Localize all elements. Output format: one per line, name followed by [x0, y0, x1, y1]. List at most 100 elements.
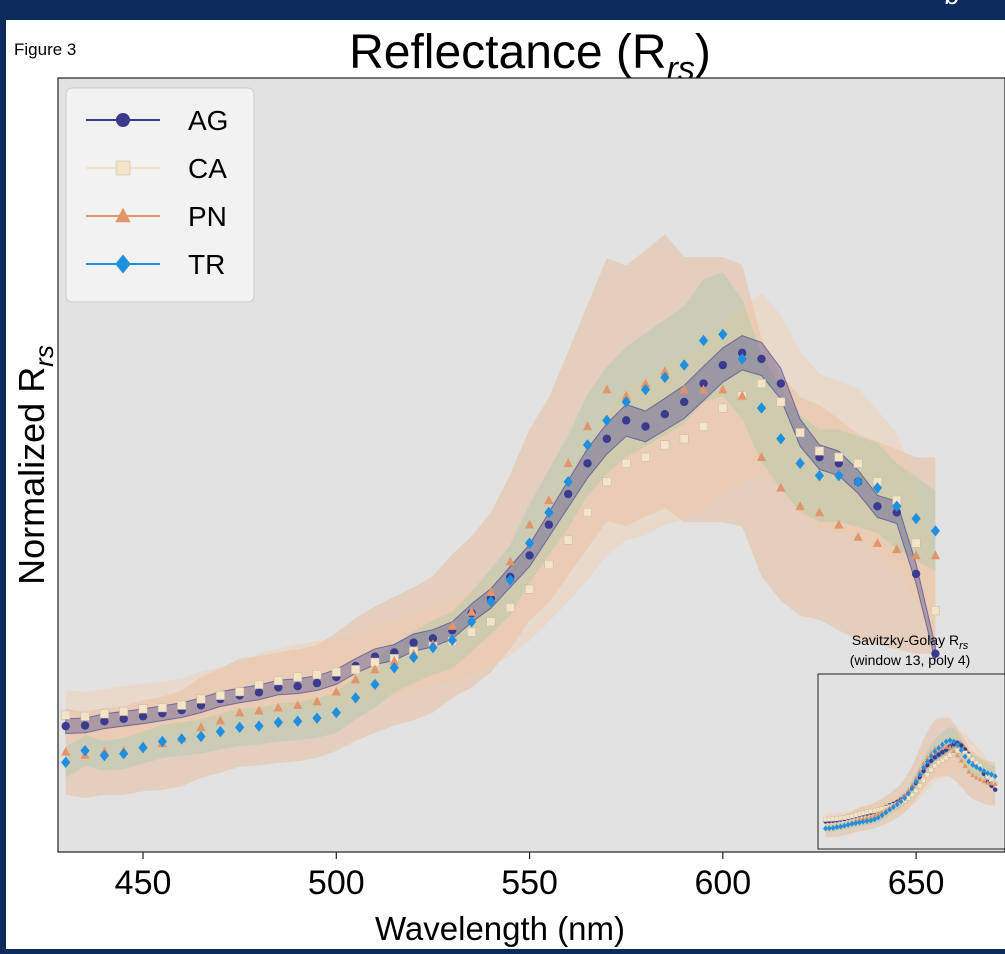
point-tr: [660, 371, 670, 384]
inset-point-pn: [970, 772, 976, 778]
legend: AG CA PN TR: [65, 87, 255, 303]
point-tr: [756, 402, 767, 414]
inset-point-ca: [970, 756, 976, 762]
legend-marker-tr: [115, 254, 131, 274]
point-pn: [660, 366, 670, 376]
point-ca: [196, 694, 206, 704]
point-pn: [389, 655, 399, 665]
inset-point-pn: [913, 775, 919, 781]
inset-point-pn: [989, 780, 994, 786]
inset-point-tr: [947, 737, 953, 744]
point-ca: [699, 422, 708, 431]
inset-point-tr: [838, 823, 844, 830]
legend-box: [65, 87, 255, 303]
point-ag: [100, 717, 109, 726]
point-tr: [119, 748, 129, 760]
point-pn: [795, 501, 805, 511]
point-pn: [602, 384, 612, 394]
point-ag: [776, 379, 786, 388]
point-tr: [602, 414, 612, 427]
inset-point-tr: [857, 819, 862, 826]
inset-point-tr: [940, 741, 945, 748]
point-ca: [177, 700, 187, 710]
point-pn: [215, 715, 225, 725]
point-pn: [312, 696, 322, 706]
inset-point-pn: [951, 748, 957, 754]
point-tr: [428, 641, 438, 654]
inset-point-ag: [940, 749, 945, 755]
point-tr: [351, 692, 361, 704]
point-ag: [873, 502, 882, 511]
point-ca: [930, 606, 940, 616]
inset-point-ag: [936, 752, 941, 757]
x-tick-label: 500: [308, 864, 365, 902]
inset-point-tr: [936, 745, 942, 752]
inset-point-ca: [947, 752, 953, 758]
point-ag: [312, 678, 322, 688]
inset-point-ca: [932, 763, 938, 769]
point-tr: [621, 396, 631, 408]
point-pn: [466, 606, 477, 616]
x-axis-label: Wavelength (nm): [375, 910, 625, 947]
point-ca: [273, 676, 283, 686]
x-tick-label: 600: [694, 864, 751, 902]
point-tr: [679, 359, 689, 371]
data-points: [61, 328, 941, 769]
point-pn: [235, 707, 245, 717]
point-ca: [679, 434, 689, 444]
x-axis: 450 500 550 600 650: [115, 852, 944, 902]
point-tr: [389, 662, 399, 674]
point-tr: [466, 616, 477, 628]
inset-point-tr: [924, 758, 930, 765]
point-ca: [235, 687, 245, 697]
point-ca: [157, 703, 167, 713]
point-ca: [621, 458, 631, 468]
point-tr: [892, 500, 902, 512]
point-ag: [602, 434, 612, 443]
point-ca: [525, 584, 535, 594]
inset-point-tr: [973, 764, 979, 770]
point-ca: [660, 440, 670, 450]
inset-point-tr: [902, 795, 908, 802]
point-tr: [814, 469, 825, 482]
point-ca: [718, 403, 728, 413]
point-pn: [640, 378, 651, 388]
inset-title-line1: Savitzky-Golay Rrs: [852, 632, 969, 652]
legend-label: PN: [188, 201, 227, 232]
point-tr: [795, 457, 805, 470]
inset-point-pn: [857, 816, 862, 822]
point-tr: [99, 749, 110, 762]
point-tr: [177, 733, 187, 745]
inset-point-ca: [921, 777, 927, 783]
inset-point-pn: [955, 752, 960, 758]
point-pn: [61, 746, 71, 756]
point-ca: [563, 535, 573, 545]
inset-point-tr: [890, 804, 896, 811]
inset-point-tr: [875, 814, 881, 821]
inset-point-pn: [958, 757, 964, 763]
inset-point-pn: [977, 776, 983, 782]
inset-point-pn: [962, 763, 968, 768]
point-pn: [582, 421, 593, 431]
legend-entry-pn: PN: [86, 201, 227, 232]
point-ca: [486, 617, 496, 627]
inset-point-tr: [943, 738, 949, 745]
inset-title-line2: (window 13, poly 4): [850, 652, 971, 668]
inset-point-ag: [928, 758, 934, 764]
point-ag: [737, 348, 747, 358]
point-ag: [583, 459, 592, 468]
inset-point-tr: [830, 824, 836, 831]
point-pn: [563, 458, 573, 468]
inset-point-tr: [985, 770, 991, 777]
inset-point-tr: [962, 753, 968, 760]
point-tr: [834, 469, 844, 482]
point-ca: [583, 508, 592, 517]
inset-point-tr: [864, 818, 870, 825]
point-tr: [563, 476, 573, 488]
inset-point-ag: [932, 755, 938, 760]
inset-point-tr: [883, 809, 889, 816]
inset-point-pn: [966, 768, 972, 774]
point-ag: [544, 520, 554, 529]
